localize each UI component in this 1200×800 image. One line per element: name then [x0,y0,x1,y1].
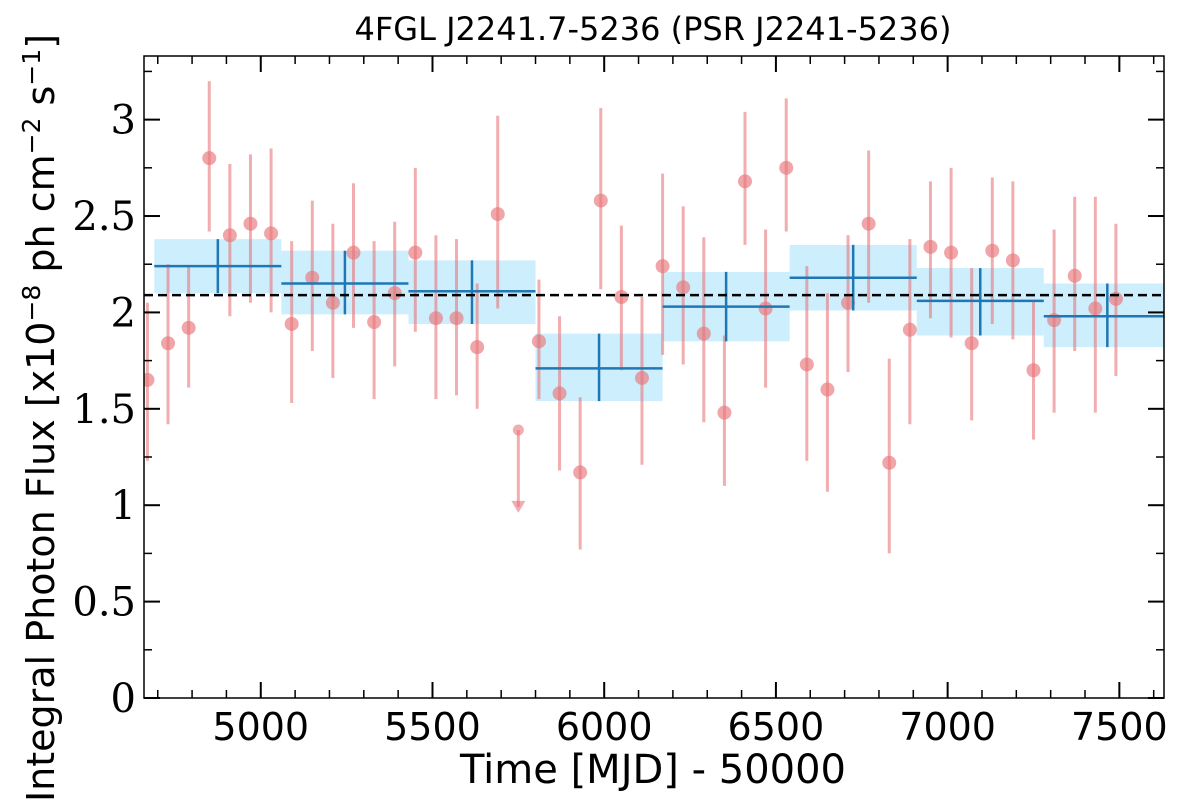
plot-area [144,81,1164,554]
x-tick-label: 6500 [728,705,825,749]
flux-point-43 [1026,363,1041,378]
flux-point-46 [1088,301,1103,316]
flux-point-35 [861,216,876,231]
flux-point-3 [202,151,217,166]
flux-point-22 [593,193,608,208]
flux-point-16 [470,340,485,355]
x-tick-label: 7000 [899,705,996,749]
flux-point-23 [614,289,629,304]
flux-point-14 [428,311,443,326]
flux-point-28 [717,405,732,420]
flux-point-2 [181,320,196,335]
flux-point-37 [902,322,917,337]
flux-point-40 [964,336,979,351]
x-tick-label: 6000 [556,705,653,749]
flux-point-31 [779,160,794,175]
flux-point-19 [531,334,546,349]
flux-point-1 [161,336,176,351]
flux-point-17 [490,207,505,222]
flux-point-41 [985,243,1000,258]
flux-point-32 [799,357,814,372]
flux-point-12 [387,286,402,301]
flux-point-11 [367,315,382,330]
flux-point-30 [758,301,773,316]
flux-point-5 [243,216,258,231]
flux-point-34 [841,295,856,310]
flux-point-39 [944,245,959,260]
flux-point-33 [820,382,835,397]
flux-point-24 [634,370,649,385]
flux-point-21 [573,465,588,480]
flux-point-29 [738,174,753,189]
y-tick-label: 3 [111,98,136,144]
flux-point-45 [1067,268,1082,283]
flux-point-8 [305,270,320,285]
x-tick-label: 5500 [384,705,481,749]
flux-point-42 [1005,253,1020,268]
flux-point-38 [923,239,938,254]
flux-point-4 [222,228,237,243]
y-tick-label: 1 [111,483,136,529]
y-tick-label: 0.5 [72,580,136,626]
x-axis-label: Time [MJD] - 50000 [459,747,846,793]
flux-point-26 [676,280,691,295]
x-tick-label: 7500 [1071,705,1168,749]
flux-point-36 [882,455,897,470]
flux-point-25 [655,259,670,274]
flux-point-13 [408,245,423,260]
flux-point-6 [264,226,279,241]
flux-point-7 [284,316,299,331]
x-tick-label: 5000 [212,705,309,749]
flux-point-27 [696,326,711,341]
y-axis-label: Integral Photon Flux [x10−8 ph cm−2 s−1] [17,34,64,800]
flux-point-0 [144,372,155,387]
plot-content [144,81,1164,554]
upper-limit-point-18 [512,424,524,436]
upper-limit-arrow-18 [511,500,526,513]
flux-point-15 [449,311,464,326]
axes-frame [143,55,1165,699]
axes: 5000 5500 6000 6500 7000 7500 0 0.5 1 1.5 2 2.5 3 [72,55,1168,749]
y-tick-label: 2 [111,290,136,336]
y-tick-label: 1.5 [72,387,136,433]
y-tick-label: 2.5 [72,194,136,240]
chart-title: 4FGL J2241.7-5236 (PSR J2241-5236) [355,10,952,48]
flux-point-10 [346,245,361,260]
flux-point-9 [325,295,340,310]
flux-point-20 [552,386,567,401]
y-tick-label: 0 [111,676,136,722]
